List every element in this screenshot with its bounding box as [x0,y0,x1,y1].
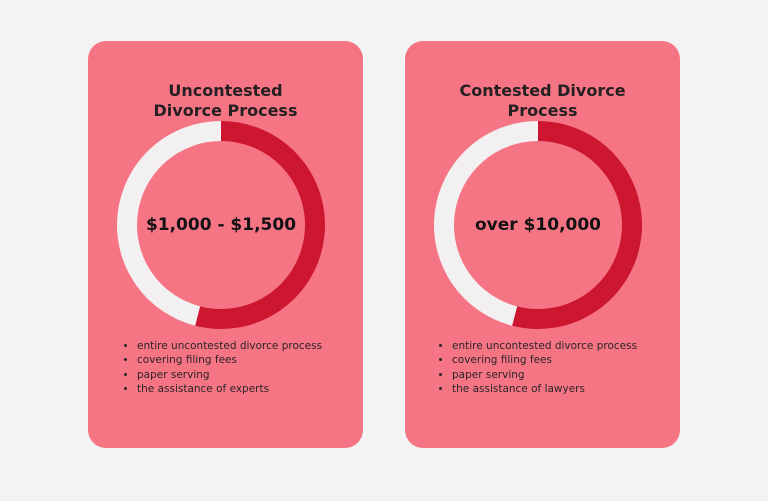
bullet-item: entire uncontested divorce process [452,339,637,353]
center-label: over $10,000 [474,215,602,235]
donut-slice-0 [195,121,325,329]
bullet-item: covering filing fees [452,353,637,367]
bullet-item: the assistance of experts [137,382,322,396]
card-title: Uncontested Divorce Process [88,81,363,121]
donut-slice-0 [512,121,642,329]
bullet-list: entire uncontested divorce process cover… [121,339,322,396]
bullet-item: paper serving [452,368,637,382]
uncontested-card: Uncontested Divorce Process $1,000 - $1,… [88,41,363,448]
bullet-item: the assistance of lawyers [452,382,637,396]
donut-slice-1 [434,121,539,326]
card-title-line: Uncontested [168,81,283,100]
bullet-list: entire uncontested divorce process cover… [436,339,637,396]
card-title: Contested Divorce Process [405,81,680,121]
bullet-item: covering filing fees [137,353,322,367]
card-title-line: Divorce Process [153,101,298,120]
contested-card: Contested Divorce Process over $10,000 e… [405,41,680,448]
donut-svg [434,121,642,329]
donut-chart: over $10,000 [433,120,643,330]
donut-svg [117,121,325,329]
donut-slice-1 [117,121,222,326]
bullet-item: paper serving [137,368,322,382]
center-label: $1,000 - $1,500 [145,215,297,235]
donut-chart: $1,000 - $1,500 [116,120,326,330]
bullet-item: entire uncontested divorce process [137,339,322,353]
card-title-line: Process [507,101,578,120]
card-title-line: Contested Divorce [459,81,626,100]
